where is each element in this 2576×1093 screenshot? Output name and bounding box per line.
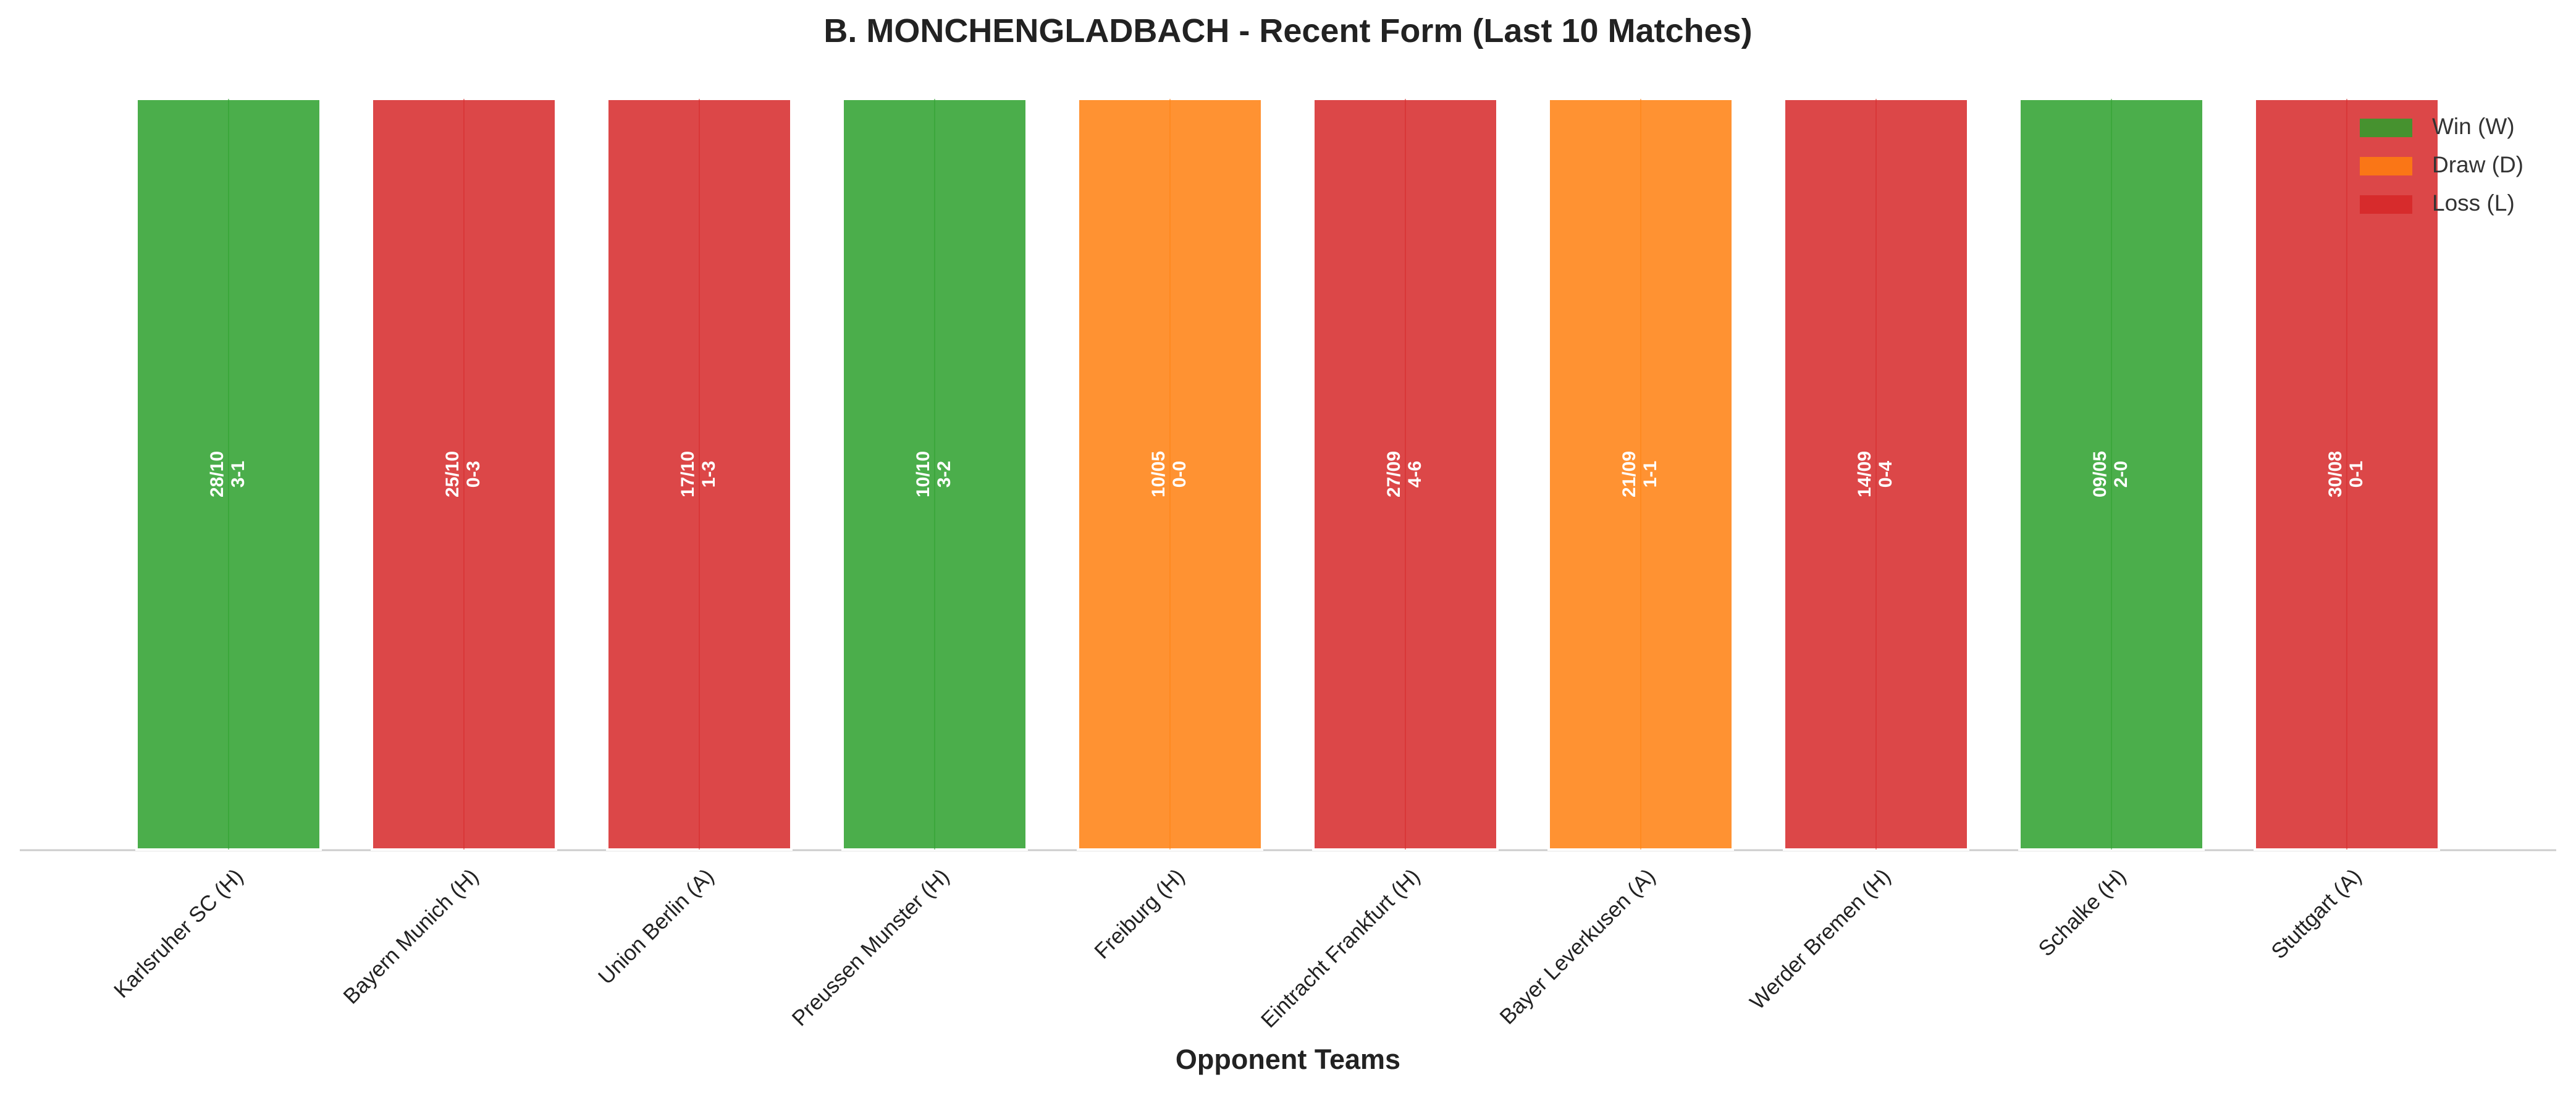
legend-label: Loss (L)	[2432, 190, 2515, 216]
bar-score-label: 1-3	[699, 461, 719, 487]
bar-score-label: 0-0	[1169, 461, 1190, 487]
bar-score-label: 0-3	[463, 461, 484, 487]
bar-date-label: 28/10	[207, 451, 227, 497]
x-axis-label: Opponent Teams	[1176, 1044, 1400, 1075]
bar-date-label: 09/05	[2090, 451, 2110, 497]
bar-date-label: 10/05	[1148, 451, 1169, 497]
bar-date-label: 21/09	[1619, 451, 1639, 497]
bar-date-label: 25/10	[442, 451, 463, 497]
bar-score-label: 0-4	[1875, 461, 1896, 488]
legend-swatch	[2360, 157, 2412, 175]
bar-date-label: 30/08	[2325, 451, 2346, 497]
bar-score-label: 3-2	[934, 461, 954, 487]
bar-score-label: 4-6	[1405, 461, 1425, 487]
legend-label: Draw (D)	[2432, 152, 2523, 177]
legend-label: Win (W)	[2432, 114, 2515, 139]
legend-swatch	[2360, 119, 2412, 137]
bar-date-label: 17/10	[678, 451, 698, 497]
bar-score-label: 0-1	[2346, 461, 2367, 487]
bar-score-label: 3-1	[228, 461, 248, 487]
bar-date-label: 14/09	[1854, 451, 1875, 497]
bar-date-label: 27/09	[1384, 451, 1404, 497]
bar-score-label: 2-0	[2111, 461, 2131, 487]
chart-title: B. MONCHENGLADBACH - Recent Form (Last 1…	[823, 12, 1752, 49]
legend-swatch	[2360, 195, 2412, 214]
bar-score-label: 1-1	[1640, 461, 1661, 487]
bar-date-label: 10/10	[913, 451, 933, 497]
